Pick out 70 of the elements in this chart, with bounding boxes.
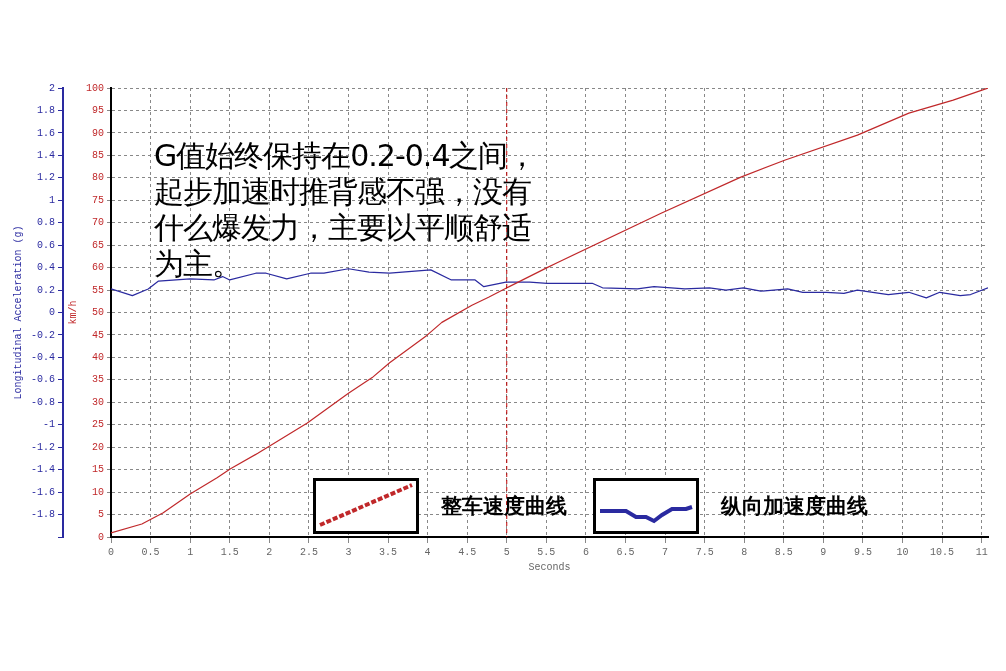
x-tick-label: 1 [187,546,194,558]
y2-tick-label: 75 [91,194,105,206]
y-tick-label: 1 [48,194,55,206]
y2-tick-label: 40 [91,352,105,364]
y-tick-label: -1 [42,419,55,431]
x-tick-label: 7 [662,546,669,558]
x-tick-label: 0 [108,546,115,558]
y2-tick-label: 100 [85,82,105,94]
y2-tick-label: 5 [97,509,105,521]
y-tick-label: -0.4 [30,352,55,364]
y2-tick-label: 50 [91,307,105,319]
y2-tick-label: 30 [91,396,105,408]
x-tick-label: 8.5 [774,546,793,558]
y2-tick-label: 60 [91,262,105,274]
x-tick-label: 1.5 [220,546,239,558]
x-tick-label: 9 [820,546,827,558]
x-tick-label: 6.5 [616,546,635,558]
y-tick-label: -1.2 [30,441,55,453]
y-tick-label: 1.6 [36,127,55,139]
y2-tick-label: 20 [91,441,105,453]
legend-label: 纵向加速度曲线 [721,493,868,520]
y-tick-label: 1.2 [36,172,55,184]
x-tick-label: 9.5 [853,546,872,558]
y2-tick-label: 70 [91,217,105,229]
y-tick-label: 0.6 [36,239,55,251]
y2-tick-label: 25 [91,419,105,431]
x-tick-label: 8 [741,546,748,558]
legend-label: 整车速度曲线 [441,493,567,520]
y-tick-label: -0.6 [30,374,55,386]
y-tick-label: 1.4 [36,149,55,161]
y2-tick-label: 45 [91,329,105,341]
y2-axis-title: km/h [67,300,79,325]
y-tick-label: -0.8 [30,396,55,408]
y-tick-label: 0 [48,307,55,319]
x-tick-label: 2.5 [299,546,318,558]
y-tick-label: -1.6 [30,486,55,498]
y-tick-label: 0.2 [36,284,55,296]
annotation: G值始终保持在0.2-0.4之间，起步加速时推背感不强，没有什么爆发力，主要以平顺舒适为主。 [154,138,538,282]
x-tick-label: 5 [503,546,510,558]
y2-tick-label: 85 [91,149,105,161]
x-tick-label: 5.5 [537,546,556,558]
x-tick-label: 11 [975,546,988,558]
x-tick-label: 10.5 [930,546,955,558]
x-tick-label: 3 [345,546,352,558]
y-axis-title: Longitudinal Acceleration (g) [12,225,24,400]
y2-tick-label: 15 [91,464,105,476]
x-tick-label: 4.5 [458,546,477,558]
x-tick-label: 3.5 [379,546,398,558]
x-tick-label: 2 [266,546,273,558]
y2-tick-label: 10 [91,486,105,498]
x-tick-label: 4 [424,546,431,558]
y2-tick-label: 0 [97,531,105,543]
y-tick-label: -0.2 [30,329,55,341]
x-tick-label: 6 [582,546,589,558]
x-tick-label: 7.5 [695,546,714,558]
y-tick-label: -1.8 [30,509,55,521]
y2-tick-label: 65 [91,239,105,251]
y-tick-label: 1.8 [36,105,55,117]
y2-tick-label: 80 [91,172,105,184]
y2-tick-label: 90 [91,127,105,139]
x-tick-label: 0.5 [141,546,160,558]
x-axis-title: Seconds [528,561,571,573]
y-tick-label: -1.4 [30,464,55,476]
y-tick-label: 0.8 [36,217,55,229]
y2-tick-label: 95 [91,105,105,117]
x-tick-label: 10 [896,546,909,558]
y-tick-label: 0.4 [36,262,55,274]
y2-tick-label: 35 [91,374,105,386]
y-tick-label: 2 [48,82,55,94]
y2-tick-label: 55 [91,284,105,296]
